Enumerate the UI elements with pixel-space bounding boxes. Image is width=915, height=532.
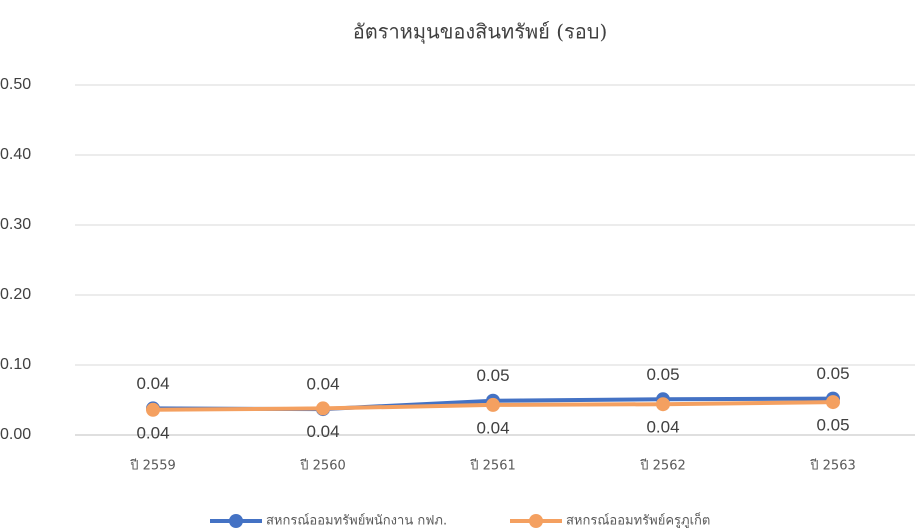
y-tick-label: 0.20: [0, 286, 31, 303]
x-tick-label: ปี 2562: [639, 458, 685, 474]
legend-marker: [529, 514, 543, 528]
data-label: 0.04: [136, 374, 169, 393]
y-tick-label: 0.30: [0, 216, 31, 233]
legend-label: สหกรณ์ออมทรัพย์ครูภูเก็ต: [566, 511, 710, 529]
data-label: 0.04: [476, 418, 509, 437]
data-label: 0.04: [306, 422, 339, 441]
data-label: 0.04: [306, 375, 339, 394]
chart-title: อัตราหมุนของสินทรัพย์ (รอบ): [353, 20, 608, 45]
y-tick-label: 0.00: [0, 426, 31, 443]
data-label: 0.05: [476, 366, 509, 385]
y-tick-label: 0.50: [0, 76, 31, 93]
point: [146, 403, 160, 417]
point: [486, 398, 500, 412]
x-tick-label: ปี 2561: [469, 458, 515, 474]
y-tick-label: 0.10: [0, 356, 31, 373]
y-tick-label: 0.40: [0, 146, 31, 163]
x-tick-label: ปี 2559: [129, 458, 175, 474]
chart: อัตราหมุนของสินทรัพย์ (รอบ) 0.00 0.10 0.20…: [0, 0, 915, 532]
data-label: 0.05: [816, 416, 849, 435]
data-label: 0.04: [136, 423, 169, 442]
legend-marker: [229, 514, 243, 528]
x-tick-label: ปี 2560: [299, 458, 345, 474]
legend-label: สหกรณ์ออมทรัพย์พนักงาน กฟภ.: [266, 513, 447, 529]
data-label: 0.05: [646, 365, 679, 384]
point: [656, 397, 670, 411]
x-tick-label: ปี 2563: [809, 458, 855, 474]
data-label: 0.05: [816, 364, 849, 383]
point: [316, 401, 330, 415]
point: [826, 395, 840, 409]
data-label: 0.04: [646, 418, 679, 437]
